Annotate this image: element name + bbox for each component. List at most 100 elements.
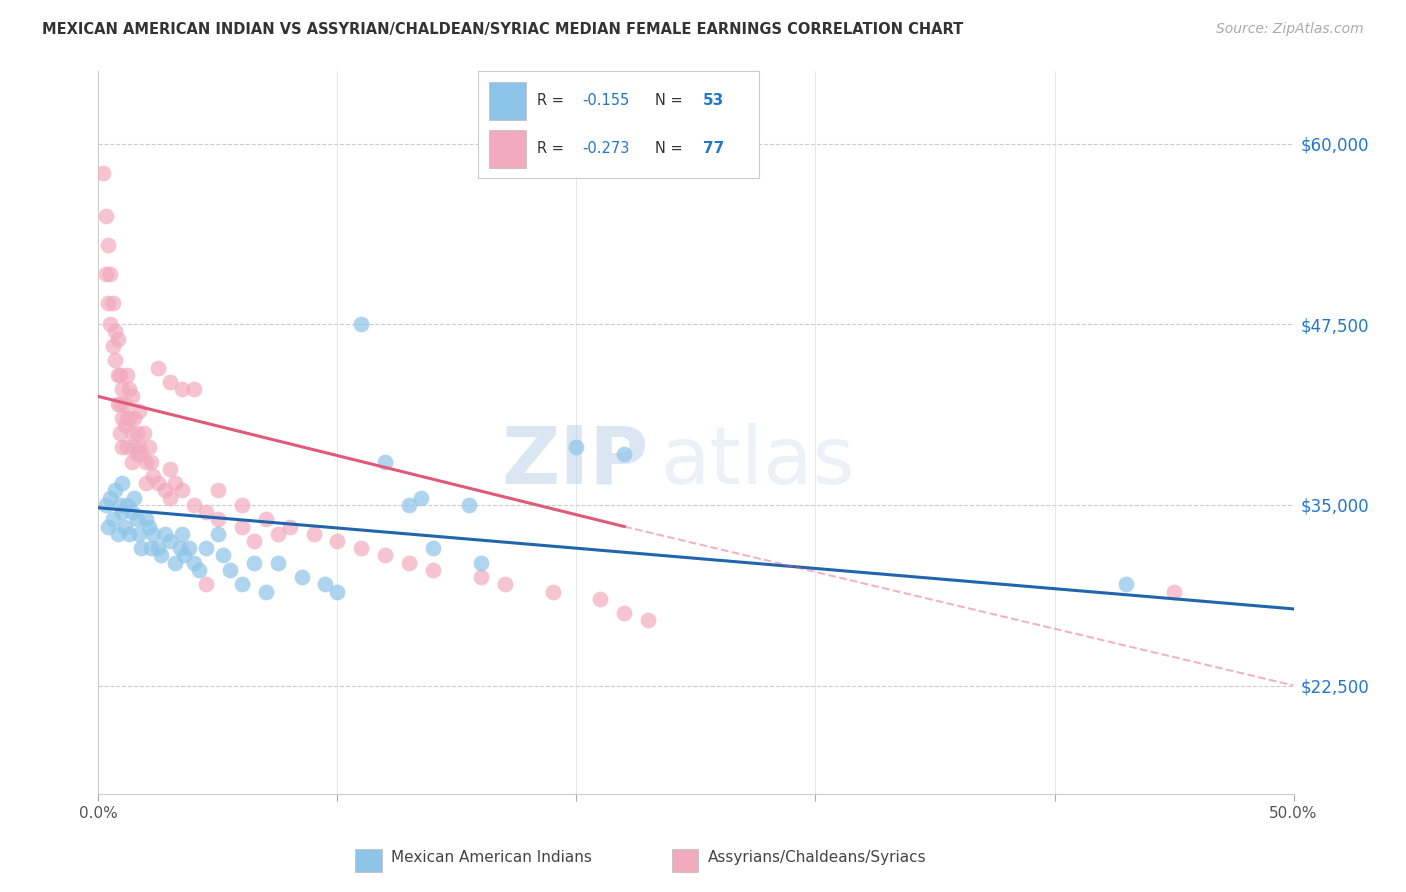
Point	[637, 614, 659, 628]
Point	[138, 440, 160, 454]
Point	[422, 541, 444, 556]
Point	[350, 541, 373, 556]
Point	[411, 491, 433, 505]
Point	[179, 541, 201, 556]
Point	[231, 498, 253, 512]
Point	[114, 519, 136, 533]
Point	[108, 425, 131, 440]
Point	[131, 447, 153, 461]
Point	[172, 483, 194, 498]
Point	[163, 556, 186, 570]
Point	[142, 469, 165, 483]
Point	[195, 505, 218, 519]
Point	[350, 318, 373, 332]
Point	[118, 411, 141, 425]
Text: N =: N =	[655, 141, 688, 156]
Point	[121, 425, 143, 440]
Point	[398, 498, 420, 512]
Text: ZIP: ZIP	[501, 423, 648, 500]
Point	[159, 491, 181, 505]
Point	[159, 375, 181, 389]
Point	[101, 339, 124, 353]
Point	[91, 165, 114, 179]
Text: 53: 53	[703, 93, 724, 108]
Point	[172, 382, 194, 396]
Point	[107, 397, 129, 411]
Point	[315, 577, 337, 591]
Point	[97, 237, 120, 252]
Point	[326, 533, 349, 548]
Point	[195, 577, 218, 591]
Point	[183, 382, 205, 396]
Point	[302, 526, 325, 541]
Point	[115, 498, 138, 512]
Point	[131, 541, 153, 556]
Point	[111, 382, 134, 396]
Point	[111, 505, 134, 519]
Point	[159, 533, 181, 548]
Point	[125, 512, 148, 526]
Point	[97, 295, 120, 310]
Point	[107, 332, 129, 346]
Point	[111, 476, 134, 491]
Point	[104, 353, 127, 368]
Point	[101, 295, 124, 310]
Point	[207, 526, 229, 541]
Point	[148, 360, 170, 375]
Text: Assyrians/Chaldeans/Syriacs: Assyrians/Chaldeans/Syriacs	[709, 850, 927, 865]
Point	[94, 267, 117, 281]
Point	[183, 556, 205, 570]
Point	[114, 418, 136, 433]
Point	[142, 526, 165, 541]
Point	[121, 505, 143, 519]
Point	[135, 512, 157, 526]
Point	[470, 556, 492, 570]
Point	[121, 454, 143, 468]
Point	[107, 368, 129, 382]
Point	[219, 563, 242, 577]
Point	[613, 607, 636, 621]
Point	[108, 397, 131, 411]
Point	[458, 498, 481, 512]
Point	[326, 584, 349, 599]
Point	[101, 512, 124, 526]
Text: -0.273: -0.273	[582, 141, 630, 156]
Point	[231, 577, 253, 591]
Point	[155, 526, 177, 541]
Text: N =: N =	[655, 93, 688, 108]
Point	[118, 382, 141, 396]
Point	[149, 549, 172, 563]
Point	[128, 440, 150, 454]
Text: Source: ZipAtlas.com: Source: ZipAtlas.com	[1216, 22, 1364, 37]
Point	[613, 447, 636, 461]
Point	[114, 397, 136, 411]
Text: atlas: atlas	[661, 423, 855, 500]
Point	[470, 570, 492, 584]
Point	[243, 533, 266, 548]
Text: Mexican American Indians: Mexican American Indians	[391, 850, 592, 865]
Point	[565, 440, 588, 454]
Point	[173, 549, 195, 563]
Point	[98, 318, 122, 332]
FancyBboxPatch shape	[356, 849, 381, 871]
Point	[115, 368, 138, 382]
Point	[94, 209, 117, 223]
Point	[278, 519, 301, 533]
Point	[97, 519, 120, 533]
Point	[118, 526, 141, 541]
Point	[589, 591, 612, 606]
Point	[163, 476, 186, 491]
Point	[267, 526, 290, 541]
Point	[148, 541, 170, 556]
Point	[187, 563, 209, 577]
Point	[115, 411, 138, 425]
Point	[422, 563, 444, 577]
Point	[159, 462, 181, 476]
Point	[115, 440, 138, 454]
Point	[254, 584, 277, 599]
Point	[541, 584, 564, 599]
Point	[169, 541, 191, 556]
Point	[148, 476, 170, 491]
Text: -0.155: -0.155	[582, 93, 630, 108]
Point	[121, 389, 143, 403]
